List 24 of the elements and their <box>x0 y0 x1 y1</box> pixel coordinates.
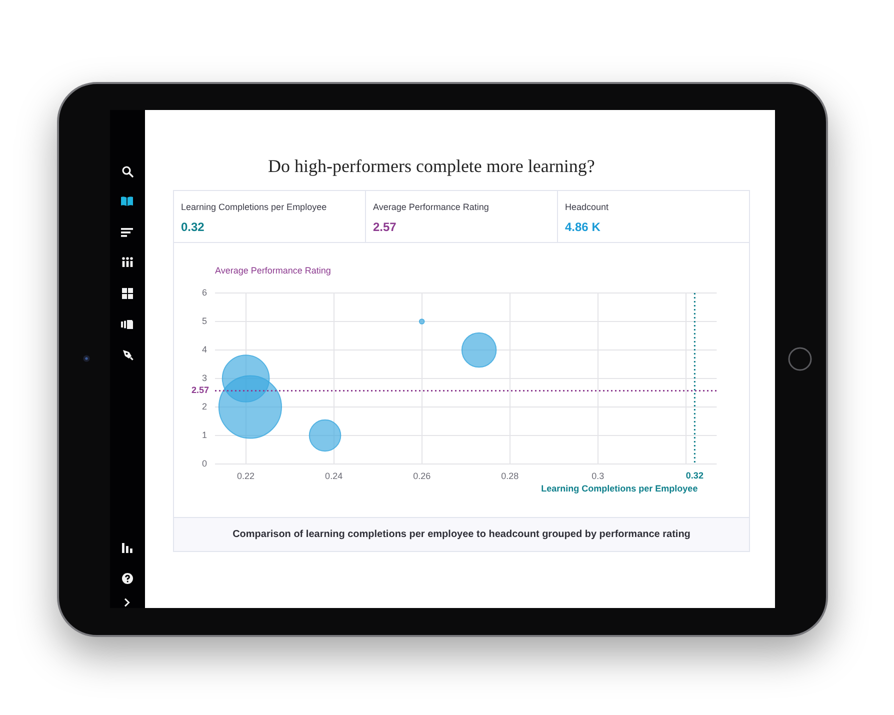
y-tick-label: 1 <box>202 430 207 440</box>
x-tick-label: 0.24 <box>325 470 343 481</box>
y-tick-label: 3 <box>202 372 207 383</box>
x-tick-label: 0.22 <box>237 470 255 481</box>
y-axis-title: Average Performance Rating <box>215 265 331 276</box>
x-tick-label: 0.26 <box>413 470 431 481</box>
text: Learning Completions per Employee <box>181 201 328 213</box>
y-tick-label: 2 <box>202 401 207 412</box>
ref-line-label: 2.57 <box>191 385 209 396</box>
y-tick-label: 6 <box>202 287 207 298</box>
y-tick-label: 5 <box>202 316 207 326</box>
text: Do high-performers complete more learning? <box>267 155 596 178</box>
y-tick-label: 4 <box>202 344 207 354</box>
x-tick-label: 0.3 <box>592 470 604 481</box>
x-tick-label: 0.28 <box>501 470 519 481</box>
text: Headcount <box>565 201 610 213</box>
text: Comparison of learning completions per employee to headcount grouped by performance rating <box>232 529 690 540</box>
text: Average Performance Rating <box>373 201 490 213</box>
x-axis-title: Learning Completions per Employee <box>541 483 698 494</box>
y-tick-label: 0 <box>202 458 207 468</box>
text: 0.32 <box>181 219 206 235</box>
ref-line-label: 0.32 <box>686 470 704 480</box>
text: 4.86 K <box>565 219 602 235</box>
text: 2.57 <box>373 219 398 235</box>
